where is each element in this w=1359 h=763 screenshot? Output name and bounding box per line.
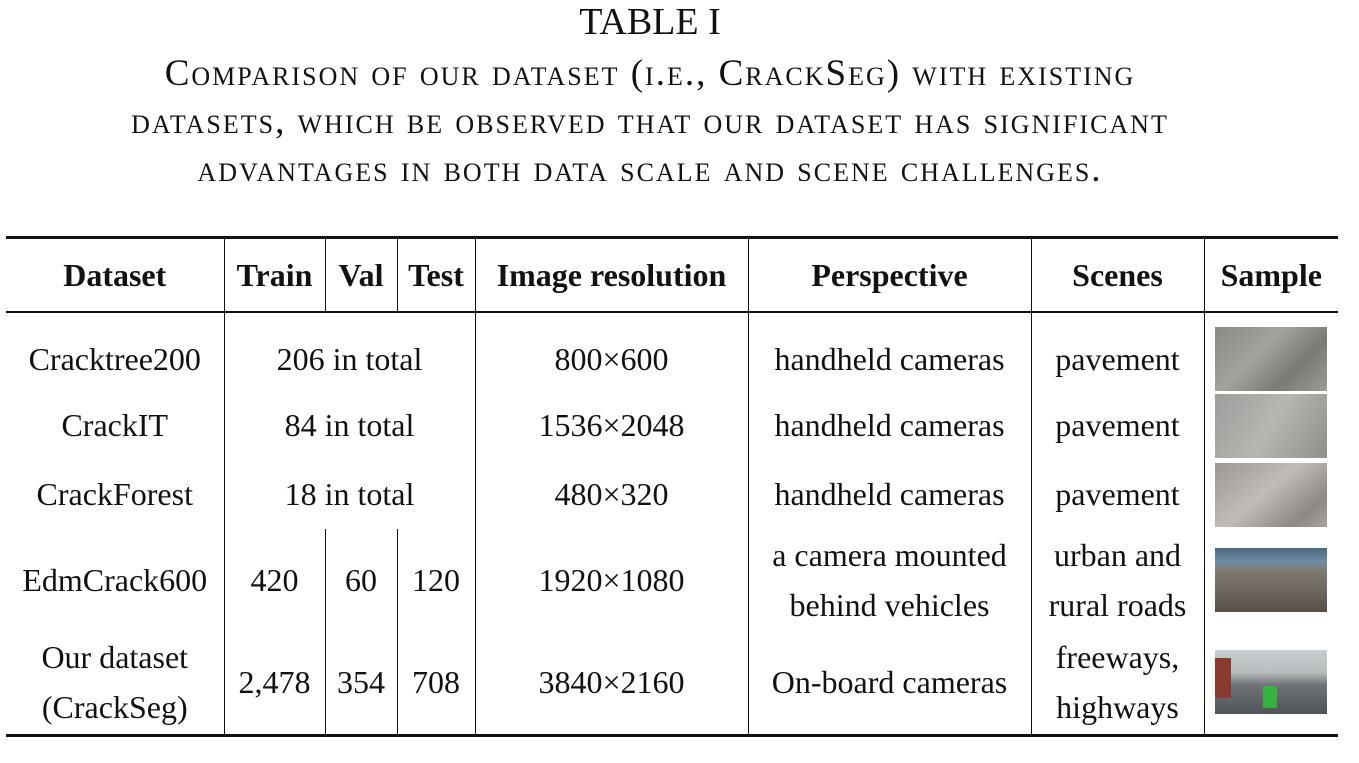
scenes-line: highways [1056,689,1179,726]
cell-scenes: urban and rural roads [1031,529,1205,631]
table-caption: Comparison of our dataset (i.e., CrackSe… [0,50,1300,194]
cell-total: 18 in total [224,460,476,529]
cell-total: 206 in total [224,312,476,391]
caption-line: advantages in both data scale and scene … [197,149,1103,190]
cell-dataset: CrackIT [6,391,225,460]
cell-resolution: 1920×1080 [475,529,749,631]
cell-sample [1204,312,1338,391]
cell-scenes: pavement [1031,312,1205,391]
cell-sample [1204,529,1338,631]
cell-resolution: 800×600 [475,312,749,391]
cell-test: 120 [397,529,476,631]
cell-perspective: handheld cameras [748,312,1032,391]
cell-val: 60 [325,529,398,631]
header-scenes: Scenes [1031,237,1205,313]
cell-total: 84 in total [224,391,476,460]
scenes-line: rural roads [1048,587,1187,623]
header-val: Val [325,237,398,313]
caption-line: datasets, which be observed that our dat… [131,101,1169,142]
cell-dataset: Cracktree200 [6,312,225,391]
highway-image [1215,650,1328,715]
cell-perspective: handheld cameras [748,460,1032,529]
cell-scenes: pavement [1031,391,1205,460]
cell-perspective: On-board cameras [748,631,1032,735]
cell-perspective: a camera mounted behind vehicles [748,529,1032,631]
cell-sample [1204,631,1338,735]
cell-dataset: EdmCrack600 [6,529,225,631]
dataset-line: (CrackSeg) [41,689,188,726]
header-perspective: Perspective [748,237,1032,313]
cell-train: 420 [224,529,326,631]
dataset-line: Our dataset [41,639,189,676]
perspective-line: a camera mounted [772,537,1007,573]
road-image [1215,548,1328,612]
table-caption-title: TABLE I [579,1,721,43]
crack-pavement-image [1215,393,1328,458]
cell-resolution: 3840×2160 [475,631,749,735]
header-dataset: Dataset [6,237,225,313]
cell-dataset: CrackForest [6,460,225,529]
crack-pavement-image [1215,327,1328,391]
table-row: Cracktree200 206 in total 800×600 handhe… [6,312,1338,391]
caption-line: Comparison of our dataset (i.e., CrackSe… [164,53,1136,94]
crack-pavement-image [1215,462,1328,527]
table-row: CrackIT 84 in total 1536×2048 handheld c… [6,391,1338,460]
perspective-line: behind vehicles [789,587,990,623]
cell-resolution: 1536×2048 [475,391,749,460]
cell-resolution: 480×320 [475,460,749,529]
cell-sample [1204,460,1338,529]
cell-scenes: pavement [1031,460,1205,529]
cell-train: 2,478 [224,631,326,735]
cell-scenes: freeways, highways [1031,631,1205,735]
table-row: EdmCrack600 420 60 120 1920×1080 a camer… [6,529,1338,631]
cell-dataset: Our dataset (CrackSeg) [6,631,225,735]
header-sample: Sample [1204,237,1338,313]
cell-val: 354 [325,631,398,735]
cell-perspective: handheld cameras [748,391,1032,460]
scenes-line: freeways, [1055,639,1180,676]
cell-test: 708 [397,631,476,735]
header-train: Train [224,237,326,313]
comparison-table: Dataset Train Val Test Image resolution … [6,236,1338,737]
cell-sample [1204,391,1338,460]
table-header-row: Dataset Train Val Test Image resolution … [6,237,1338,313]
table-row: CrackForest 18 in total 480×320 handheld… [6,460,1338,529]
header-test: Test [397,237,476,313]
table-row: Our dataset (CrackSeg) 2,478 354 708 384… [6,631,1338,735]
scenes-line: urban and [1053,537,1182,573]
header-image-resolution: Image resolution [475,237,749,313]
